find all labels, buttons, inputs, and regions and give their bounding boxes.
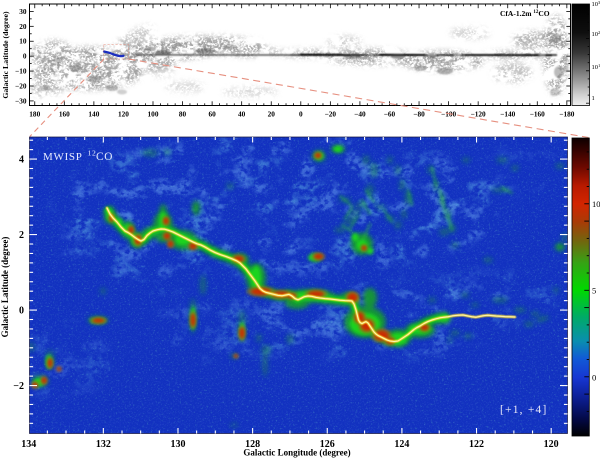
svg-text:10: 10 — [592, 199, 600, 209]
svg-text:−2: −2 — [13, 381, 24, 392]
svg-text:20: 20 — [268, 109, 276, 118]
svg-text:0: 0 — [299, 109, 303, 118]
svg-text:0: 0 — [19, 306, 24, 317]
svg-text:180: 180 — [29, 109, 40, 118]
svg-text:2: 2 — [19, 230, 24, 241]
svg-text:−40: −40 — [354, 109, 366, 118]
svg-text:−180: −180 — [559, 109, 574, 118]
svg-text:−160: −160 — [530, 109, 545, 118]
svg-text:20: 20 — [19, 22, 27, 31]
svg-text:126: 126 — [320, 439, 335, 450]
svg-text:120: 120 — [544, 439, 559, 450]
svg-text:160: 160 — [59, 109, 70, 118]
svg-text:[+1, +4]: [+1, +4] — [500, 404, 547, 416]
svg-text:4: 4 — [19, 155, 24, 166]
svg-text:−10: −10 — [15, 67, 27, 76]
svg-text:30: 30 — [19, 7, 27, 16]
svg-text:5: 5 — [592, 286, 596, 296]
svg-text:−20: −20 — [325, 109, 337, 118]
svg-text:−60: −60 — [384, 109, 396, 118]
svg-text:−120: −120 — [471, 109, 486, 118]
svg-text:134: 134 — [21, 439, 36, 450]
svg-text:103: 103 — [592, 0, 600, 8]
svg-text:132: 132 — [96, 439, 111, 450]
svg-text:128: 128 — [245, 439, 260, 450]
svg-text:122: 122 — [469, 439, 484, 450]
svg-text:−30: −30 — [15, 96, 27, 105]
svg-text:140: 140 — [88, 109, 99, 118]
svg-text:MWISP 12CO: MWISP 12CO — [43, 149, 113, 164]
svg-text:−140: −140 — [500, 109, 515, 118]
svg-text:−20: −20 — [15, 82, 27, 91]
svg-text:10: 10 — [19, 37, 27, 46]
svg-text:Galactic Latitude (degree): Galactic Latitude (degree) — [0, 237, 10, 338]
svg-text:Galactic Latitude (degree): Galactic Latitude (degree) — [1, 11, 10, 99]
svg-text:80: 80 — [179, 109, 187, 118]
svg-text:40: 40 — [238, 109, 246, 118]
svg-text:Galactic Longitude (degree): Galactic Longitude (degree) — [243, 448, 350, 458]
svg-text:60: 60 — [208, 109, 216, 118]
svg-text:0: 0 — [592, 373, 596, 383]
svg-text:CfA-1.2m 12CO: CfA-1.2m 12CO — [500, 9, 550, 18]
svg-text:−80: −80 — [413, 109, 425, 118]
svg-text:120: 120 — [118, 109, 129, 118]
svg-text:1: 1 — [592, 95, 595, 102]
svg-text:124: 124 — [394, 439, 409, 450]
svg-text:102: 102 — [592, 30, 600, 38]
svg-text:130: 130 — [170, 439, 185, 450]
svg-text:100: 100 — [148, 109, 159, 118]
svg-text:0: 0 — [23, 52, 27, 61]
svg-text:101: 101 — [592, 63, 600, 71]
